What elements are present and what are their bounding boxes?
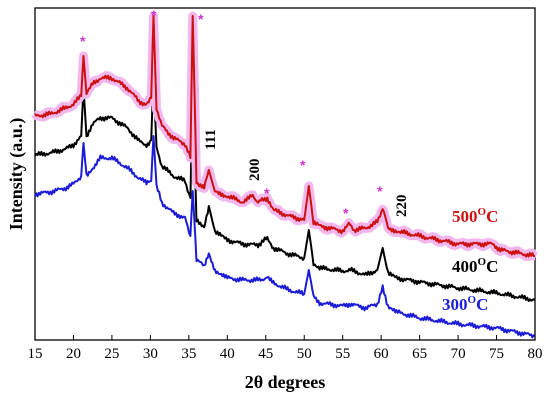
peak-marker-60: * (377, 183, 383, 199)
x-tick-label-35: 35 (181, 346, 196, 362)
series-label-500-sup: O (478, 206, 487, 218)
peak-label-111: 111 (203, 129, 219, 150)
plot-area (34, 7, 536, 341)
series-line-300 (34, 135, 536, 339)
series-line-400 (34, 77, 536, 302)
x-tick-label-15: 15 (28, 346, 43, 362)
peak-marker-45: * (264, 185, 270, 201)
x-tick-label-50: 50 (297, 346, 312, 362)
peak-marker-55: * (343, 205, 349, 221)
series-label-300-unit: C (476, 295, 488, 314)
x-tick-label-60: 60 (374, 346, 389, 362)
series-label-300: 300OC (442, 294, 488, 314)
series-label-300-sup: O (468, 294, 477, 306)
peak-marker-30: * (151, 7, 157, 23)
series-label-400-unit: C (486, 257, 498, 276)
x-tick-label-25: 25 (104, 346, 119, 362)
x-tick-label-65: 65 (412, 346, 427, 362)
series-label-500-value: 500 (452, 207, 478, 226)
series-label-500: 500OC (452, 206, 498, 226)
peak-marker-21: * (80, 33, 86, 49)
x-tick-label-80: 80 (528, 346, 543, 362)
annotations: 111 200 220 * * * * * * * (80, 7, 410, 221)
series-label-300-value: 300 (442, 295, 468, 314)
x-tick-label-45: 45 (258, 346, 273, 362)
y-axis-title: Intensity (a.u.) (6, 118, 27, 231)
series-label-400: 400OC (452, 256, 498, 276)
x-axis-ticks: 15 20 25 30 35 40 45 50 55 60 65 70 75 80 (28, 335, 543, 362)
series-label-400-sup: O (478, 256, 487, 268)
peak-label-200: 200 (247, 159, 263, 182)
peak-label-220: 220 (394, 195, 410, 218)
x-tick-label-40: 40 (220, 346, 235, 362)
peak-marker-50: * (300, 157, 306, 173)
peak-marker-35: * (198, 11, 204, 27)
series-labels: 500OC 400OC 300OC (442, 206, 498, 314)
x-axis-title: 2θ degrees (245, 372, 326, 392)
x-tick-label-70: 70 (451, 346, 466, 362)
series-label-500-unit: C (486, 207, 498, 226)
series-label-400-value: 400 (452, 257, 478, 276)
series-group (31, 11, 539, 339)
x-tick-label-30: 30 (143, 346, 158, 362)
x-tick-label-75: 75 (489, 346, 504, 362)
series-line-500 (34, 15, 535, 258)
x-tick-label-55: 55 (335, 346, 350, 362)
x-tick-label-20: 20 (66, 346, 81, 362)
plot-frame (34, 7, 536, 341)
